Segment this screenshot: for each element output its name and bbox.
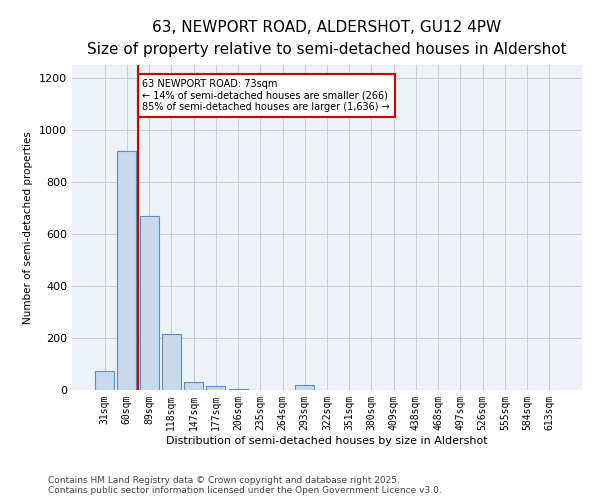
Bar <box>140 216 158 390</box>
X-axis label: Distribution of semi-detached houses by size in Aldershot: Distribution of semi-detached houses by … <box>166 436 488 446</box>
Bar <box>162 334 181 390</box>
Text: 63 NEWPORT ROAD: 73sqm
← 14% of semi-detached houses are smaller (266)
85% of se: 63 NEWPORT ROAD: 73sqm ← 14% of semi-det… <box>142 80 390 112</box>
Bar <box>295 385 314 390</box>
Bar <box>118 151 136 390</box>
Y-axis label: Number of semi-detached properties: Number of semi-detached properties <box>23 131 34 324</box>
Bar <box>95 370 114 390</box>
Bar <box>206 386 225 390</box>
Title: 63, NEWPORT ROAD, ALDERSHOT, GU12 4PW
Size of property relative to semi-detached: 63, NEWPORT ROAD, ALDERSHOT, GU12 4PW Si… <box>87 20 567 57</box>
Bar <box>229 388 248 390</box>
Bar <box>184 382 203 390</box>
Text: Contains HM Land Registry data © Crown copyright and database right 2025.
Contai: Contains HM Land Registry data © Crown c… <box>48 476 442 495</box>
